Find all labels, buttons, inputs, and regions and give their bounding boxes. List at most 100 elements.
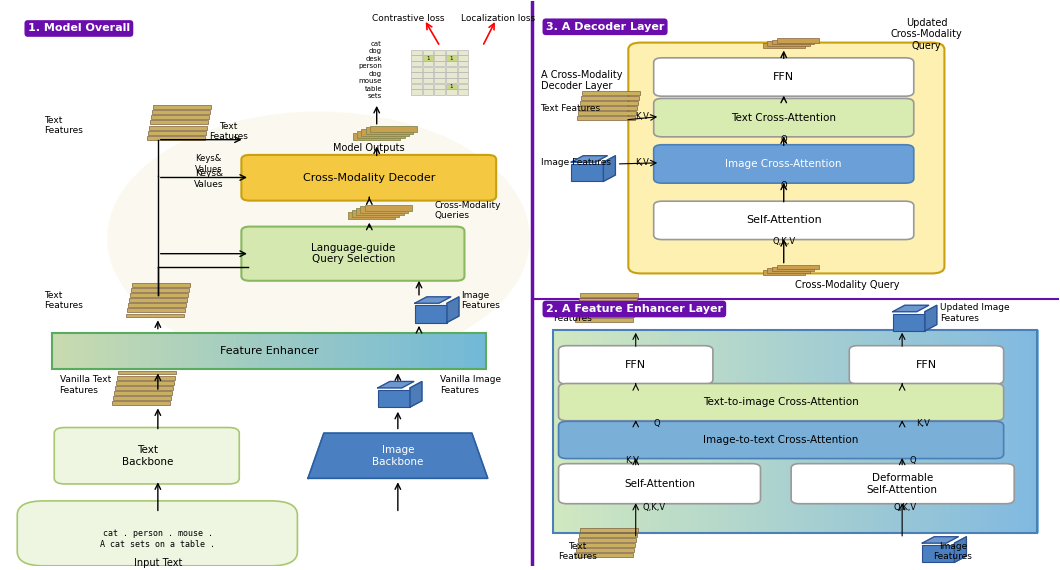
FancyBboxPatch shape	[423, 50, 434, 55]
FancyBboxPatch shape	[931, 330, 941, 533]
FancyBboxPatch shape	[431, 333, 443, 369]
FancyBboxPatch shape	[114, 391, 172, 395]
FancyBboxPatch shape	[313, 333, 324, 369]
Text: 2. A Feature Enhancer Layer: 2. A Feature Enhancer Layer	[546, 304, 723, 314]
FancyBboxPatch shape	[458, 67, 469, 72]
FancyBboxPatch shape	[301, 333, 314, 369]
FancyBboxPatch shape	[147, 131, 206, 135]
FancyBboxPatch shape	[853, 330, 864, 533]
Text: Image
Features: Image Features	[461, 291, 500, 310]
FancyBboxPatch shape	[366, 128, 413, 135]
FancyBboxPatch shape	[776, 330, 787, 533]
FancyBboxPatch shape	[148, 125, 207, 129]
FancyBboxPatch shape	[113, 396, 171, 400]
FancyBboxPatch shape	[149, 120, 208, 124]
FancyBboxPatch shape	[654, 201, 914, 239]
FancyBboxPatch shape	[1008, 330, 1019, 533]
Ellipse shape	[107, 112, 530, 365]
FancyBboxPatch shape	[446, 50, 457, 55]
FancyBboxPatch shape	[446, 72, 457, 78]
Text: Language-guide
Query Selection: Language-guide Query Selection	[312, 243, 395, 264]
FancyBboxPatch shape	[435, 61, 445, 66]
Text: K,V: K,V	[636, 158, 650, 168]
FancyBboxPatch shape	[970, 330, 981, 533]
FancyBboxPatch shape	[128, 298, 187, 302]
FancyBboxPatch shape	[106, 333, 119, 369]
FancyBboxPatch shape	[464, 333, 476, 369]
FancyBboxPatch shape	[352, 210, 400, 217]
FancyBboxPatch shape	[411, 78, 422, 83]
FancyBboxPatch shape	[435, 78, 445, 83]
FancyBboxPatch shape	[582, 91, 640, 95]
FancyBboxPatch shape	[360, 206, 408, 213]
Polygon shape	[377, 381, 413, 388]
FancyBboxPatch shape	[718, 330, 728, 533]
FancyBboxPatch shape	[410, 333, 422, 369]
Polygon shape	[924, 306, 937, 331]
FancyBboxPatch shape	[160, 333, 173, 369]
FancyBboxPatch shape	[226, 333, 237, 369]
Text: Image-to-text Cross-Attention: Image-to-text Cross-Attention	[703, 435, 859, 445]
FancyBboxPatch shape	[872, 330, 884, 533]
FancyBboxPatch shape	[435, 84, 445, 89]
Text: Text Cross-Attention: Text Cross-Attention	[731, 113, 836, 123]
FancyBboxPatch shape	[52, 333, 64, 369]
Text: Text
Features: Text Features	[209, 121, 248, 141]
Text: Image
Backbone: Image Backbone	[372, 445, 424, 466]
Polygon shape	[308, 433, 488, 478]
Text: FFN: FFN	[916, 360, 937, 370]
Text: Text Features: Text Features	[541, 104, 601, 113]
FancyBboxPatch shape	[118, 376, 175, 380]
FancyBboxPatch shape	[559, 463, 760, 504]
FancyBboxPatch shape	[580, 292, 638, 296]
FancyBboxPatch shape	[727, 330, 739, 533]
Text: Q: Q	[909, 457, 916, 465]
FancyBboxPatch shape	[146, 136, 205, 140]
Text: Q: Q	[780, 135, 787, 144]
FancyBboxPatch shape	[762, 270, 805, 275]
FancyBboxPatch shape	[989, 330, 1000, 533]
FancyBboxPatch shape	[453, 333, 465, 369]
FancyBboxPatch shape	[580, 101, 638, 105]
FancyBboxPatch shape	[446, 67, 457, 72]
FancyBboxPatch shape	[215, 333, 227, 369]
FancyBboxPatch shape	[127, 303, 185, 307]
FancyBboxPatch shape	[1018, 330, 1029, 533]
FancyBboxPatch shape	[912, 330, 922, 533]
FancyBboxPatch shape	[153, 105, 211, 109]
Text: cat . person . mouse .: cat . person . mouse .	[103, 529, 213, 538]
FancyBboxPatch shape	[805, 330, 816, 533]
Polygon shape	[410, 381, 422, 407]
Text: Updated
Cross-Modality
Query: Updated Cross-Modality Query	[890, 18, 962, 51]
Text: Contrastive loss: Contrastive loss	[372, 14, 444, 23]
Text: A cat sets on a table .: A cat sets on a table .	[101, 540, 215, 549]
FancyBboxPatch shape	[863, 330, 873, 533]
FancyBboxPatch shape	[126, 308, 184, 312]
Polygon shape	[414, 297, 450, 303]
FancyBboxPatch shape	[377, 390, 410, 407]
FancyBboxPatch shape	[423, 67, 434, 72]
Text: K,V: K,V	[625, 457, 639, 465]
FancyBboxPatch shape	[367, 333, 378, 369]
FancyBboxPatch shape	[131, 283, 190, 287]
FancyBboxPatch shape	[571, 164, 603, 181]
FancyBboxPatch shape	[791, 463, 1014, 504]
FancyBboxPatch shape	[17, 501, 298, 566]
FancyBboxPatch shape	[631, 330, 641, 533]
FancyBboxPatch shape	[130, 288, 189, 292]
Text: Image Cross-Attention: Image Cross-Attention	[725, 159, 842, 169]
Text: 1: 1	[426, 55, 429, 60]
FancyBboxPatch shape	[629, 43, 944, 274]
FancyBboxPatch shape	[95, 333, 107, 369]
FancyBboxPatch shape	[411, 89, 422, 95]
FancyBboxPatch shape	[85, 333, 96, 369]
Polygon shape	[893, 306, 929, 312]
FancyBboxPatch shape	[423, 84, 434, 89]
FancyBboxPatch shape	[563, 330, 573, 533]
FancyBboxPatch shape	[247, 333, 259, 369]
Text: Q,K,V: Q,K,V	[642, 503, 666, 512]
FancyBboxPatch shape	[411, 67, 422, 72]
FancyBboxPatch shape	[128, 333, 140, 369]
FancyBboxPatch shape	[577, 308, 635, 312]
FancyBboxPatch shape	[579, 533, 637, 537]
